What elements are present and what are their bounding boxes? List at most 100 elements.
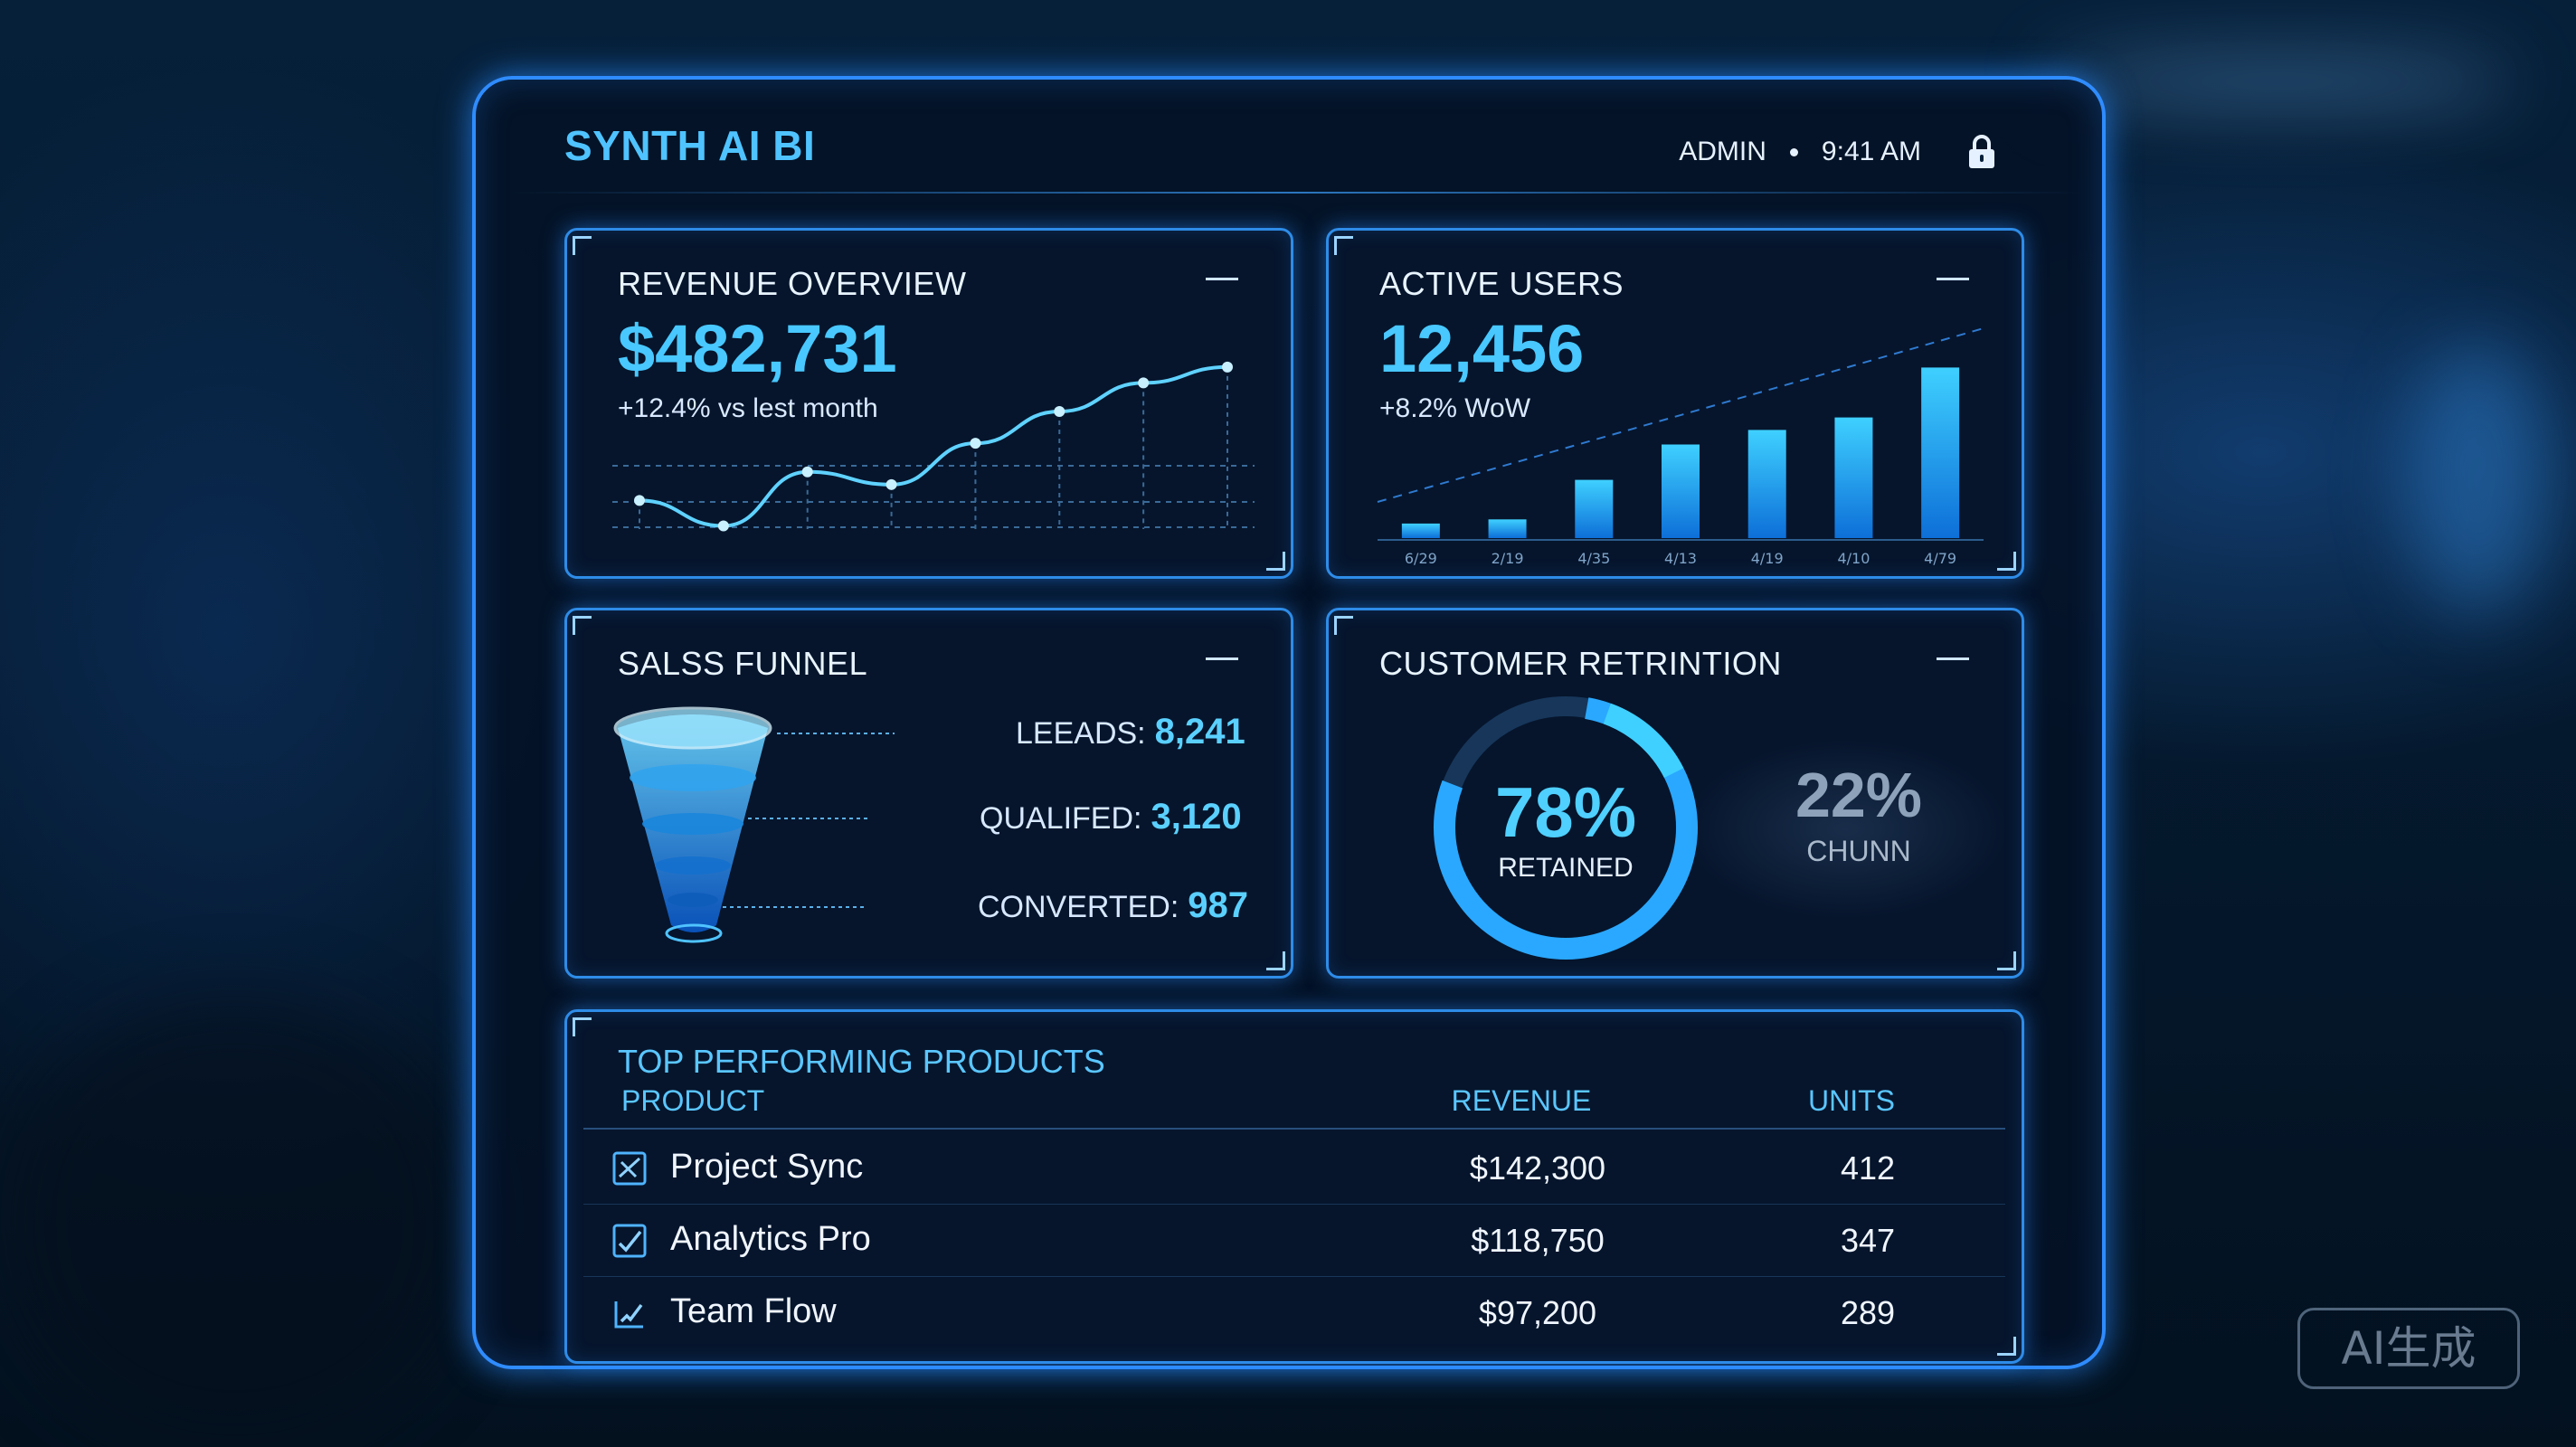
panel-corner <box>1997 552 2016 571</box>
funnel-converted: CONVERTED: 987 <box>978 885 1248 926</box>
analytics-icon <box>612 1224 647 1258</box>
panel-corner <box>1266 951 1285 970</box>
converted-label: CONVERTED: <box>978 890 1179 924</box>
revenue-delta: +12.4% vs lest month <box>618 393 878 423</box>
users-delta: +8.2% WoW <box>1379 393 1531 423</box>
x-tick-label: 2/19 <box>1492 550 1524 567</box>
churn-percent: 22% <box>1795 760 1923 830</box>
revenue-line-chart <box>612 361 1255 532</box>
customer-retention-panel: CUSTOMER RETRINTION 78% RETAINED 22% CHU… <box>1326 608 2024 979</box>
trend-line <box>1377 327 1984 503</box>
panel-title: ACTIVE USERS <box>1379 265 1624 302</box>
x-tick-label: 4/35 <box>1577 550 1610 567</box>
users-bar-chart: 6/29 2/19 4/35 4/13 4/19 4/10 4/79 <box>1377 327 1984 567</box>
panel-title: CUSTOMER RETRINTION <box>1379 645 1782 682</box>
product-revenue: $97,200 <box>1478 1294 1597 1331</box>
table-row[interactable]: Team Flow $97,200 289 <box>583 1278 2005 1348</box>
funnel-leads: LEEADS: 8,241 <box>1016 712 1245 752</box>
panel-corner <box>1266 552 1285 571</box>
users-bar <box>1834 417 1873 538</box>
panel-corner <box>573 236 592 255</box>
minimize-icon[interactable] <box>1937 278 1969 280</box>
panel-corner <box>1997 951 2016 970</box>
revenue-point <box>801 466 813 478</box>
background-light <box>2044 54 2514 109</box>
active-users-panel: ACTIVE USERS 12,456 +8.2% WoW 6/29 2/19 4/… <box>1326 228 2024 579</box>
separator-dot <box>1789 147 1798 156</box>
product-units: 412 <box>1840 1149 1896 1187</box>
users-bar <box>1747 430 1786 538</box>
converted-value: 987 <box>1188 885 1249 925</box>
x-tick-label: 4/10 <box>1837 550 1870 567</box>
minimize-icon[interactable] <box>1206 657 1238 660</box>
users-bar <box>1662 444 1700 538</box>
column-header-units[interactable]: UNITS <box>1808 1084 1895 1117</box>
revenue-point <box>1222 361 1233 373</box>
panel-corner <box>573 616 592 635</box>
revenue-overview-panel: REVENUE OVERVIEW $482,731 +12.4% vs lest… <box>564 228 1293 579</box>
revenue-point <box>717 520 729 532</box>
leads-label: LEEADS: <box>1016 716 1146 751</box>
product-revenue: $118,750 <box>1471 1222 1605 1259</box>
leads-value: 8,241 <box>1154 712 1245 752</box>
revenue-point <box>1138 377 1150 389</box>
users-bar <box>1401 523 1440 538</box>
clock: 9:41 AM <box>1821 137 1921 166</box>
panel-corner <box>1334 236 1353 255</box>
table-row[interactable]: Project Sync $142,300 412 <box>583 1133 2005 1205</box>
funnel-graphic <box>613 706 895 943</box>
product-name: Analytics Pro <box>670 1220 871 1258</box>
product-name: Team Flow <box>670 1292 837 1330</box>
column-header-product[interactable]: PRODUCT <box>621 1084 765 1117</box>
lock-icon[interactable] <box>1966 134 1997 170</box>
panel-corner <box>573 1017 592 1036</box>
users-bar <box>1488 519 1527 538</box>
x-tick-label: 4/79 <box>1924 550 1956 567</box>
table-row[interactable]: Analytics Pro $118,750 347 <box>583 1206 2005 1277</box>
revenue-point <box>634 495 645 506</box>
team-flow-icon <box>614 1301 643 1329</box>
revenue-value: $482,731 <box>618 311 897 386</box>
app-title: SYNTH AI BI <box>564 122 816 169</box>
product-revenue: $142,300 <box>1469 1149 1606 1187</box>
x-tick-label: 4/19 <box>1751 550 1784 567</box>
x-tick-label: 6/29 <box>1405 550 1437 567</box>
ai-generated-watermark: AI生成 <box>2297 1308 2520 1389</box>
panel-title: TOP PERFORMING PRODUCTS <box>618 1043 1105 1080</box>
x-tick-label: 4/13 <box>1664 550 1697 567</box>
retained-percent: 78% <box>1494 772 1637 852</box>
users-bar <box>1921 367 1960 538</box>
panel-corner <box>1997 1337 2016 1356</box>
revenue-point <box>886 478 897 490</box>
product-units: 347 <box>1840 1222 1896 1259</box>
churn-label: CHUNN <box>1806 835 1911 867</box>
header-status: ADMIN 9:41 AM <box>1679 134 1997 170</box>
users-value: 12,456 <box>1379 311 1585 386</box>
product-units: 289 <box>1840 1294 1896 1331</box>
column-header-revenue[interactable]: REVENUE <box>1451 1084 1592 1117</box>
panel-corner <box>1334 616 1353 635</box>
retained-label: RETAINED <box>1498 853 1634 883</box>
sales-funnel-panel: SALSS FUNNEL LEEADS: 8,241 QUALIFED: 3,1… <box>564 608 1293 979</box>
panel-title: REVENUE OVERVIEW <box>618 265 967 302</box>
sync-icon <box>612 1151 647 1186</box>
product-name: Project Sync <box>670 1148 864 1186</box>
qualified-label: QUALIFED: <box>980 801 1142 836</box>
users-bar <box>1575 479 1614 538</box>
user-label[interactable]: ADMIN <box>1679 137 1766 166</box>
revenue-point <box>1054 406 1065 418</box>
retention-ring <box>1434 695 1698 960</box>
churn-highlight <box>1683 739 2009 920</box>
minimize-icon[interactable] <box>1206 278 1238 280</box>
header-divider <box>507 192 2086 194</box>
background-light <box>2406 344 2551 615</box>
funnel-qualified: QUALIFED: 3,120 <box>980 797 1242 837</box>
minimize-icon[interactable] <box>1937 657 1969 660</box>
revenue-point <box>970 438 981 449</box>
table-header-divider <box>583 1128 2005 1130</box>
background-shadow <box>0 995 470 1447</box>
top-products-panel: TOP PERFORMING PRODUCTS PRODUCT REVENUE … <box>564 1009 2024 1364</box>
qualified-value: 3,120 <box>1151 797 1242 837</box>
revenue-line-series <box>639 364 1228 528</box>
panel-title: SALSS FUNNEL <box>618 645 868 682</box>
